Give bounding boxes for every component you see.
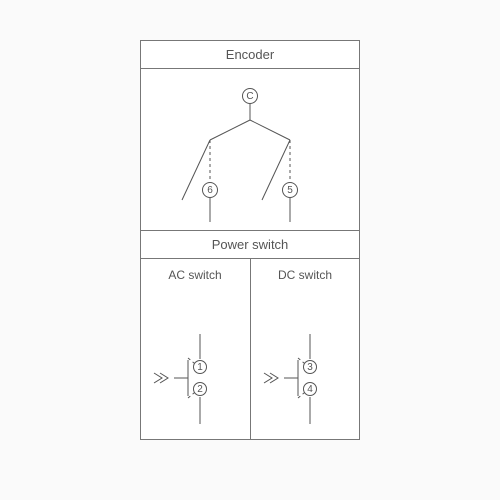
encoder-title: Encoder — [140, 47, 360, 62]
ac-switch-title: AC switch — [140, 268, 250, 282]
ac-node-1: 1 — [193, 360, 207, 374]
dc-switch-title: DC switch — [250, 268, 360, 282]
middle-separator — [140, 230, 360, 231]
power-vertical-divider — [250, 258, 251, 440]
ac-node-2: 2 — [193, 382, 207, 396]
encoder-node-5: 5 — [282, 182, 298, 198]
encoder-title-separator — [140, 68, 360, 69]
power-title: Power switch — [140, 237, 360, 252]
encoder-node-c: C — [242, 88, 258, 104]
diagram-canvas: Encoder C 6 5 Power switch AC switch DC … — [0, 0, 500, 500]
dc-node-4: 4 — [303, 382, 317, 396]
encoder-node-6: 6 — [202, 182, 218, 198]
dc-node-3: 3 — [303, 360, 317, 374]
